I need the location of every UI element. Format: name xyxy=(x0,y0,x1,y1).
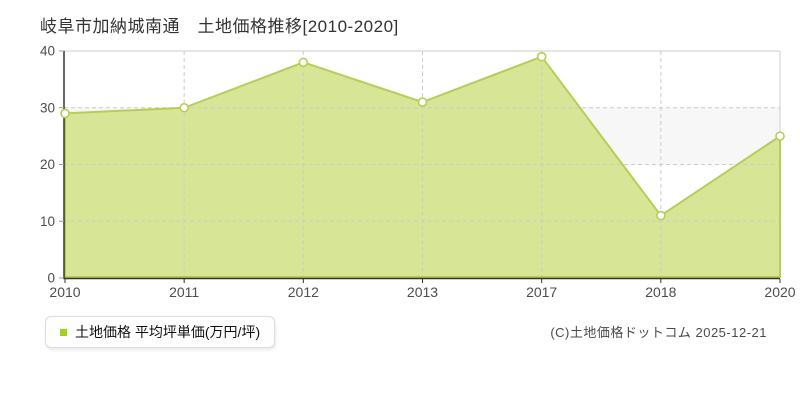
chart-title: 岐阜市加納城南通 土地価格推移[2010-2020] xyxy=(40,17,399,36)
y-axis-label: 30 xyxy=(40,100,55,115)
area-outline xyxy=(64,55,781,278)
x-axis-label: 2013 xyxy=(407,284,438,300)
y-axis-label: 20 xyxy=(40,157,55,172)
axis-labels: 0 10 20 30 40 2010 2011 2012 2013 2017 2018 2020 xyxy=(40,44,796,301)
x-axis-label: 2010 xyxy=(49,284,80,300)
y-axis-label: 10 xyxy=(40,214,55,229)
data-point-marker-2017 xyxy=(536,51,547,62)
legend-swatch-icon xyxy=(60,328,67,336)
legend-label: 土地価格 平均坪単価(万円/坪) xyxy=(75,324,261,340)
x-axis-label: 2011 xyxy=(169,284,199,300)
x-axis-label: 2017 xyxy=(526,284,557,300)
data-point-marker-2018 xyxy=(656,210,666,221)
data-point-marker-2010 xyxy=(60,108,70,119)
x-axis-label: 2012 xyxy=(288,284,319,300)
data-point-marker-2011 xyxy=(179,102,189,113)
x-axis-label: 2020 xyxy=(764,284,795,300)
data-point-marker-2013 xyxy=(417,97,428,107)
data-point-marker-2020 xyxy=(775,131,785,141)
x-axis-label: 2018 xyxy=(645,284,676,300)
axis-ticks xyxy=(59,50,781,283)
copyright-text: (C)土地価格ドットコム 2025-12-21 xyxy=(550,325,767,340)
legend: 土地価格 平均坪単価(万円/坪) xyxy=(45,316,276,348)
data-point-marker-2012 xyxy=(298,57,309,68)
data-point-markers xyxy=(60,51,785,221)
y-axis-label: 0 xyxy=(47,271,55,286)
y-axis-label: 40 xyxy=(40,44,55,59)
